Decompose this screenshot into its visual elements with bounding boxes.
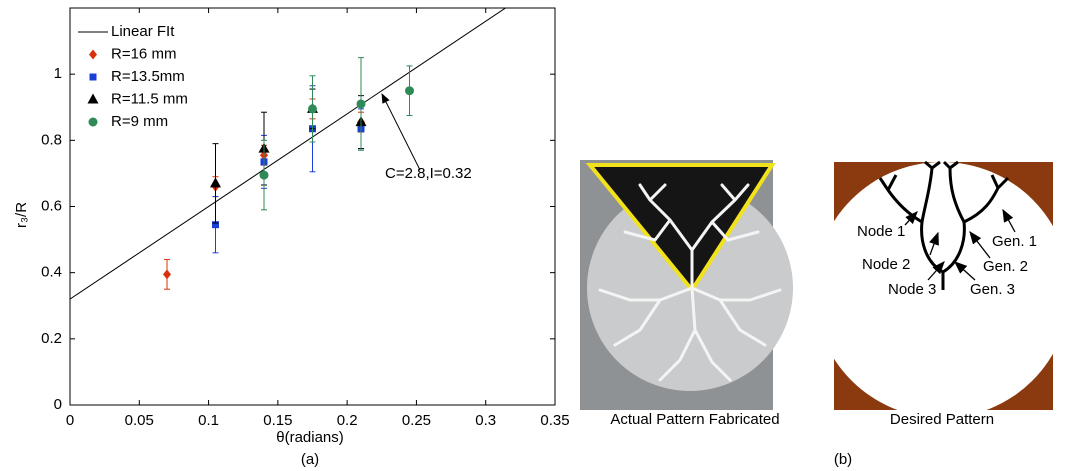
y-tick-label: 0.4: [41, 264, 62, 281]
annotation-label: Node 1: [857, 223, 905, 240]
y-tick-label: 0.2: [41, 330, 62, 347]
annotation-label: Gen. 1: [992, 233, 1037, 250]
right-caption: Desired Pattern: [890, 411, 994, 428]
data-point: [405, 86, 414, 96]
annotation-label: Node 2: [862, 256, 910, 273]
x-tick-label: 0.1: [198, 412, 219, 429]
x-tick-label: 0.3: [475, 412, 496, 429]
x-tick-label: 0.2: [337, 412, 358, 429]
desired-pattern-image: [814, 160, 1070, 418]
data-point: [356, 99, 366, 109]
annotation-label: Gen. 2: [983, 258, 1028, 275]
legend-label: R=13.5mm: [111, 68, 185, 85]
legend-swatch: [89, 49, 97, 60]
x-tick-label: 0: [66, 412, 74, 429]
legend-label: Linear FIt: [111, 23, 175, 40]
data-point: [308, 104, 317, 114]
y-tick-label: 0.6: [41, 197, 62, 214]
legend-label: R=11.5 mm: [111, 90, 188, 107]
legend-label: R=9 mm: [111, 113, 168, 130]
data-point: [210, 177, 221, 188]
fabricated-image: [580, 160, 793, 410]
y-tick-label: 0: [54, 396, 62, 413]
annotation-arrow: [381, 93, 421, 171]
legend-label: R=16 mm: [111, 45, 176, 62]
legend-swatch: [88, 117, 98, 127]
x-tick-label: 0.15: [263, 412, 292, 429]
x-tick-label: 0.25: [402, 412, 431, 429]
x-tick-label: 0.35: [540, 412, 569, 429]
panel-label: (b): [834, 451, 852, 468]
left-caption: Actual Pattern Fabricated: [610, 411, 779, 428]
y-tick-label: 0.8: [41, 131, 62, 148]
x-tick-label: 0.05: [125, 412, 154, 429]
y-tick-label: 1: [54, 65, 62, 82]
x-axis-label: θ(radians): [276, 429, 344, 446]
legend-swatch: [87, 93, 99, 104]
panel-label: (a): [301, 451, 319, 468]
legend-swatch: [89, 73, 97, 81]
annotation-label: Node 3: [888, 281, 936, 298]
annotation: C=2.8,I=0.32: [385, 165, 472, 182]
data-point: [212, 221, 219, 229]
data-point: [163, 269, 171, 280]
y-axis-label: r₃/R: [13, 202, 30, 228]
data-point: [259, 170, 269, 180]
plot-area: [70, 8, 507, 300]
annotation-label: Gen. 3: [970, 281, 1015, 298]
